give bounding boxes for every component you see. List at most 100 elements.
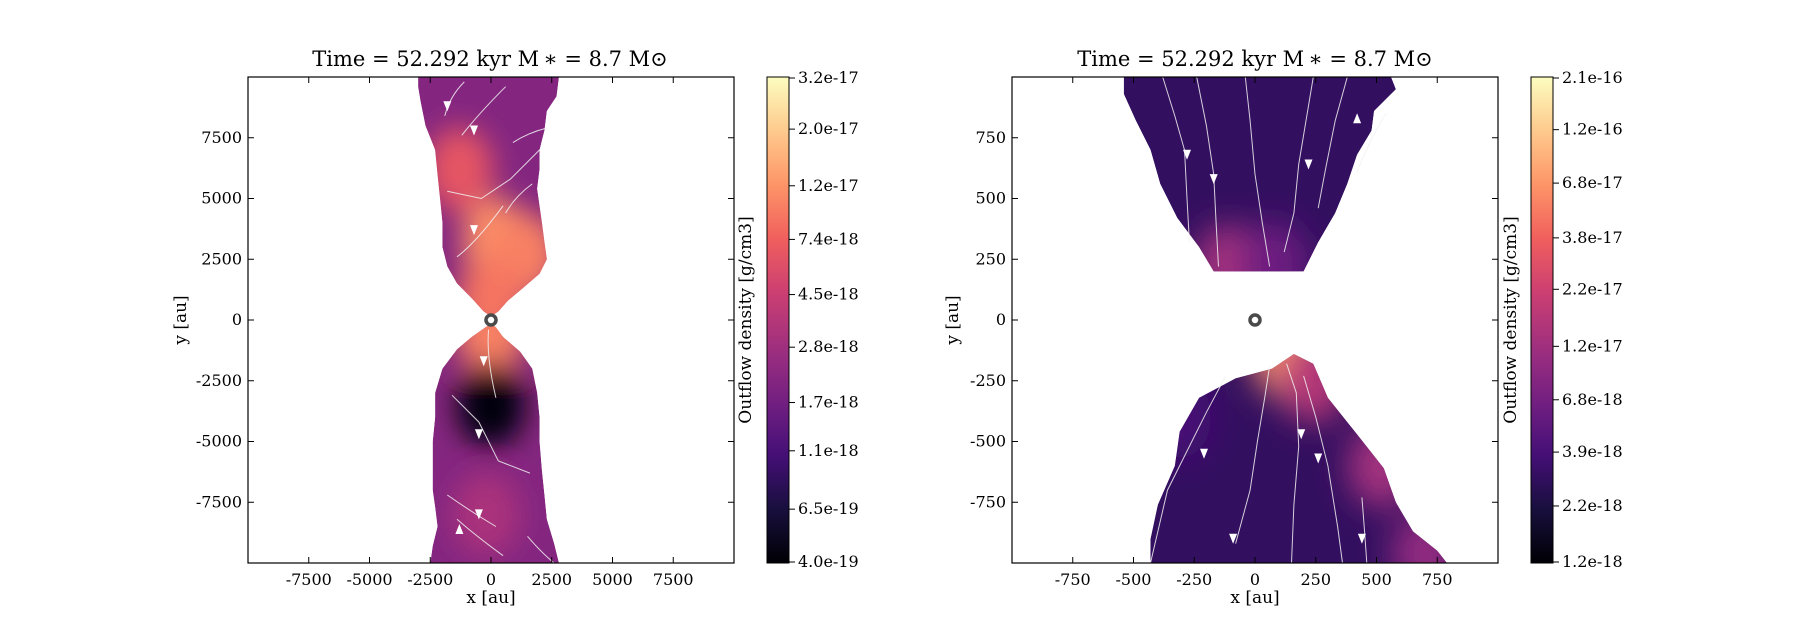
colorbar-gradient-right [1530,76,1554,564]
density-hotspot [457,363,525,448]
colorbar-tick-label: 3.9e-18 [1562,442,1623,461]
colorbar-label-left: Outflow density [g/cm3] [736,216,756,423]
star-marker-right [1248,313,1262,327]
x-tick-label: -7500 [286,570,332,589]
colorbar-tick-label: 3.2e-17 [798,68,859,87]
y-axis-label-left: y [au] [171,295,191,345]
colorbar-tick-label: 4.0e-19 [798,552,859,571]
upper-lobe-density [1194,222,1309,272]
y-tick-label: 0 [996,310,1006,329]
colorbar-tick-label: 7.4e-18 [798,229,859,248]
y-tick-label: -5000 [196,432,242,451]
density-hotspot [457,258,525,317]
streamline [1235,366,1271,544]
y-tick-label: -2500 [196,371,242,390]
streamline-arrow [474,429,483,440]
y-tick-label: 250 [975,249,1006,268]
x-tick-label: -750 [1055,570,1091,589]
streamline-arrow [1314,453,1323,464]
colorbar-tick-label: 1.2e-16 [1562,120,1623,139]
chart-title-left: Time = 52.292 kyr M ∗ = 8.7 M⊙ [312,47,668,71]
streamline-arrow [1200,448,1208,459]
streamline-arrow [470,125,478,136]
star-ring [484,313,498,327]
colorbar-tick-label: 2.2e-18 [1562,496,1623,515]
streamline [505,183,533,214]
colorbar-label-right: Outflow density [g/cm3] [1501,216,1521,423]
lower-outflow-lobe [430,323,559,563]
x-tick-label: -250 [1176,570,1212,589]
density-hotspot [425,127,494,212]
colorbar-tick-label: 1.7e-18 [798,393,859,412]
colorbar-tick-label: 2.0e-17 [798,119,859,138]
streamline [1361,497,1368,564]
x-tick-label: 500 [1361,570,1392,589]
upper-outflow-lobe [1123,77,1396,272]
x-tick-label: 5000 [592,570,633,589]
streamline [461,86,506,136]
y-axis-label-right: y [au] [943,295,963,345]
colorbar-tick-label: 6.8e-18 [1562,390,1623,409]
colorbar-tick-label: 1.2e-17 [798,176,859,195]
streamline [1283,76,1314,253]
upper-lobe-base [1123,77,1396,272]
chart-title-right: Time = 52.292 kyr M ∗ = 8.7 M⊙ [1077,47,1433,71]
streamline [1286,363,1300,564]
panel-right: Time = 52.292 kyr M ∗ = 8.7 M⊙ -750 -500 -… [943,47,1623,608]
y-tick-label: 750 [975,128,1006,147]
x-axis-label-right: x [au] [1230,588,1279,608]
colorbar-left: 3.2e-17 2.0e-17 1.2e-17 7.4e-18 4.5e-18 2.8e-… [736,68,859,571]
x-tick-label: -500 [1116,570,1152,589]
streamline-arrow [1304,159,1313,170]
streamline-arrow [479,356,488,367]
y-tick-label: 500 [975,189,1006,208]
streamline [444,81,465,117]
density-hotspot [1240,222,1309,272]
streamline-arrow [455,524,464,534]
colorbar-tick-label: 6.5e-19 [798,499,859,518]
colorbar-tick-label: 2.1e-16 [1562,68,1623,87]
y-tick-label: -500 [970,432,1006,451]
colorbar-tick-label: 2.2e-17 [1562,279,1623,298]
colorbar-gradient-left [766,76,790,564]
upper-lobe-density [425,127,559,317]
streamline [451,394,531,474]
streamline [447,494,497,527]
streamline [487,329,497,398]
density-hotspot [1150,375,1212,460]
x-tick-label: 250 [1300,570,1331,589]
y-tick-label: 0 [232,310,242,329]
colorbar-tick-label: 3.8e-17 [1562,228,1623,247]
colorbar-right: 2.1e-16 1.2e-16 6.8e-17 3.8e-17 2.2e-17 1.2e-… [1501,68,1623,571]
streamline [1150,375,1227,564]
colorbar-tick-label: 1.1e-18 [798,441,859,460]
y-tick-label: -7500 [196,492,242,511]
star-ring [1248,313,1262,327]
density-hotspot [457,323,525,377]
density-hotspot [1347,423,1416,508]
x-tick-label: 7500 [653,570,694,589]
streamline [1317,76,1348,209]
star-marker-left [484,313,498,327]
streamline-arrow [1229,533,1238,544]
plot-area-right: -750 -500 -250 0 250 500 750 750 500 250 0 -250 -500… [970,76,1499,589]
streamline [447,149,540,200]
streamline-arrow [1209,174,1218,185]
y-tick-label: 5000 [201,189,242,208]
streamline [1244,76,1271,267]
lower-lobe-base [1150,354,1447,563]
streamline-arrow [1183,149,1191,160]
density-hotspot [452,472,521,557]
streamline [1303,375,1343,564]
streamline [512,127,548,144]
x-tick-label: -5000 [346,570,392,589]
lower-outflow-lobe [1150,354,1447,563]
upper-outflow-lobe [418,77,559,317]
x-tick-label: 750 [1422,570,1453,589]
x-tick-label: 2500 [531,570,572,589]
colorbar-tick-label: 2.8e-18 [798,337,859,356]
lower-lobe-density [452,323,525,557]
y-tick-label: -750 [970,492,1006,511]
colorbar-tick-label: 4.5e-18 [798,285,859,304]
